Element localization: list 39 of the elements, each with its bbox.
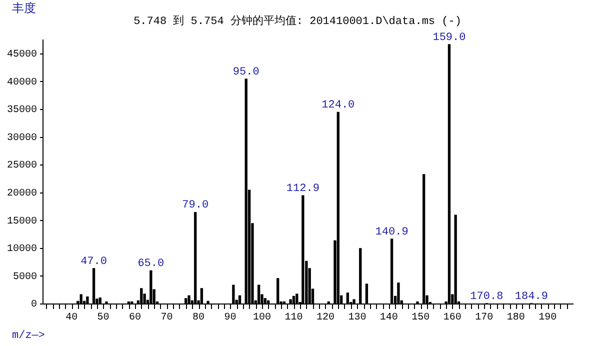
y-tick-label: 30000 (6, 132, 38, 144)
annotation: 112.9 (286, 183, 320, 196)
x-axis-title: m/z—> (12, 330, 46, 342)
y-tick-label: 25000 (6, 160, 38, 172)
x-tick-label: 50 (97, 312, 110, 324)
x-tick-label: 60 (129, 312, 142, 324)
annotation: 159.0 (432, 32, 466, 44)
annotation: 124.0 (322, 100, 355, 112)
y-tick-label: 40000 (6, 77, 38, 88)
chart-title: 5.748 到 5.754 分钟的平均值: 201410001.D\data.ms (-) (134, 16, 462, 28)
y-tick-label: 45000 (6, 50, 38, 61)
annotation: 65.0 (138, 258, 164, 270)
y-axis-title: 丰度 (12, 1, 36, 17)
annotation: 47.0 (80, 256, 107, 268)
y-tick-label: 15000 (6, 216, 38, 228)
y-tick-label: 35000 (6, 105, 38, 116)
annotation: 184.9 (514, 290, 548, 303)
x-tick-label: 190 (538, 312, 557, 324)
x-tick-label: 120 (316, 312, 334, 324)
y-tick-label: 10000 (6, 244, 38, 256)
x-tick-label: 150 (412, 312, 430, 324)
x-tick-label: 160 (443, 312, 462, 324)
x-tick-label: 40 (66, 312, 78, 324)
annotation: 95.0 (232, 66, 260, 78)
annotation: 79.0 (182, 200, 209, 212)
annotation: 140.9 (375, 226, 408, 238)
x-tick-label: 100 (252, 312, 271, 324)
annotation: 170.8 (470, 290, 504, 303)
x-tick-label: 180 (506, 312, 525, 324)
x-tick-label: 130 (348, 312, 366, 324)
x-tick-label: 70 (160, 312, 173, 324)
x-tick-label: 80 (192, 312, 205, 324)
x-tick-label: 140 (380, 312, 398, 324)
x-tick-label: 110 (284, 312, 303, 324)
x-tick-label: 90 (224, 312, 236, 324)
y-tick-label: 20000 (6, 188, 38, 200)
x-tick-label: 170 (475, 312, 494, 324)
y-tick-label: 5000 (12, 272, 38, 283)
y-tick-label: 0 (30, 300, 38, 311)
